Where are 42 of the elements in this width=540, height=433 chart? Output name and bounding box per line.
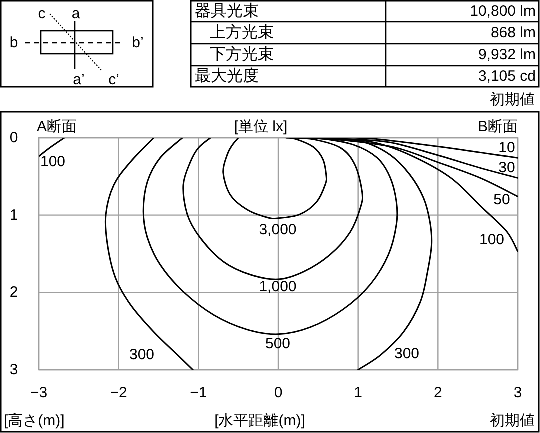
x-axis-title: [水平距離(m)] xyxy=(214,412,306,430)
y-axis-title: [高さ(m)] xyxy=(4,412,65,430)
text: 3,105 cd xyxy=(478,68,536,85)
text: 9,932 lm xyxy=(478,46,536,64)
series-label: 500 xyxy=(265,336,291,352)
x-tick-label: −1 xyxy=(190,384,208,402)
text: [単位 lx] xyxy=(234,118,288,136)
x-tick-label: 1 xyxy=(354,384,363,402)
text: 初期値 xyxy=(490,412,535,430)
y-tick-label: 1 xyxy=(10,206,18,224)
x-tick-label: −3 xyxy=(30,384,48,402)
x-tick-label: 0 xyxy=(274,384,283,402)
series-label: 50 xyxy=(494,192,510,208)
text: c’ xyxy=(108,72,120,88)
text: b’ xyxy=(132,34,144,52)
text: 下方光束 xyxy=(210,46,274,64)
text: 868 lm xyxy=(490,24,536,42)
y-tick-label: 0 xyxy=(10,130,18,146)
x-tick-label: 3 xyxy=(514,384,522,402)
y-tick-label: 3 xyxy=(10,362,18,378)
text: a’ xyxy=(73,72,85,88)
series-label: 30 xyxy=(498,160,516,176)
text: 100 xyxy=(479,232,505,248)
series-label: 3,000 xyxy=(259,222,297,238)
text: B断面 xyxy=(478,118,518,136)
text: a xyxy=(72,6,81,22)
text: 10,800 lm xyxy=(470,3,536,20)
series-label: 300 xyxy=(394,346,420,362)
text: 初期値 xyxy=(490,92,535,108)
x-tick-label: 2 xyxy=(434,384,442,402)
text: 最大光度 xyxy=(195,67,259,85)
series-label: 1,000 xyxy=(259,278,297,296)
text: 300 xyxy=(129,346,155,364)
text: 上方光束 xyxy=(210,24,274,42)
text: c xyxy=(38,6,46,22)
text: b xyxy=(10,34,18,52)
text: A断面 xyxy=(37,118,78,136)
x-tick-label: −2 xyxy=(110,384,128,402)
y-tick-label: 2 xyxy=(10,284,18,302)
series-label: 100 xyxy=(40,154,66,170)
text: 器具光束 xyxy=(195,2,259,20)
series-label: 10 xyxy=(498,140,516,156)
